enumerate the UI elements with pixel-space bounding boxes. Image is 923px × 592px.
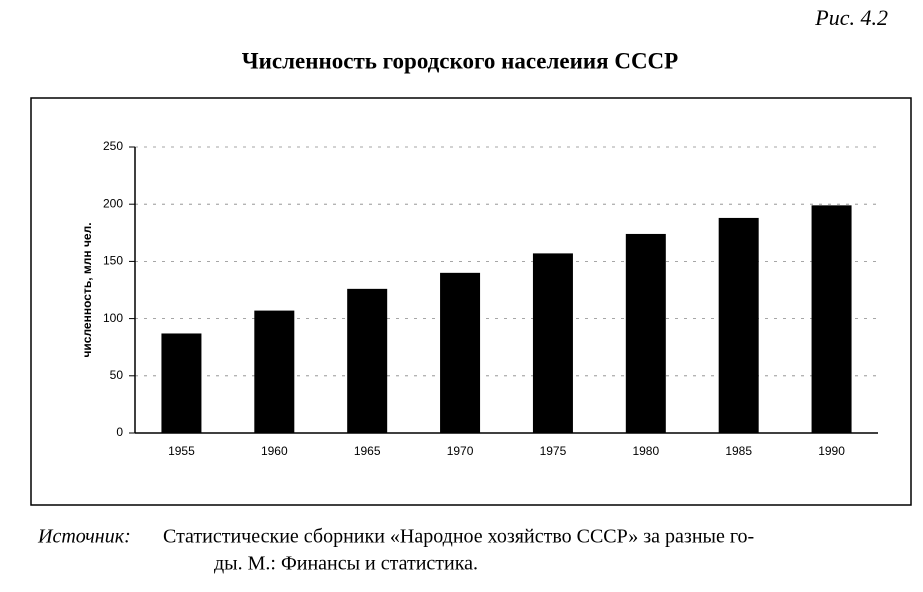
chart-title: Численность городского населеиия СССР xyxy=(242,48,678,73)
x-tick-label: 1980 xyxy=(632,444,659,458)
bar xyxy=(625,233,666,433)
x-tick-label: 1960 xyxy=(261,444,288,458)
y-tick-label: 100 xyxy=(103,311,123,325)
source-text: ды. М.: Финансы и статистика. xyxy=(214,553,478,575)
bar xyxy=(718,217,759,433)
y-tick-label: 250 xyxy=(103,139,123,153)
source-label: Источник: xyxy=(37,526,131,548)
figure-label: Рис. 4.2 xyxy=(814,5,888,30)
y-axis-label: численность, млн чел. xyxy=(80,222,94,357)
bar xyxy=(347,288,388,433)
source-text: Статистические сборники «Народное хозяйс… xyxy=(163,526,754,548)
y-tick-label: 150 xyxy=(103,254,123,268)
x-tick-label: 1965 xyxy=(354,444,381,458)
chart-frame xyxy=(30,97,912,506)
y-tick-label: 200 xyxy=(103,196,123,210)
bar xyxy=(440,272,481,433)
bar xyxy=(811,205,852,433)
y-tick-label: 0 xyxy=(116,425,123,439)
bar xyxy=(532,253,573,433)
x-tick-label: 1990 xyxy=(818,444,845,458)
x-tick-label: 1985 xyxy=(725,444,752,458)
x-tick-label: 1975 xyxy=(540,444,567,458)
bar xyxy=(161,333,202,433)
y-tick-label: 50 xyxy=(110,368,124,382)
bar xyxy=(254,310,295,433)
x-tick-label: 1955 xyxy=(168,444,195,458)
x-tick-label: 1970 xyxy=(447,444,474,458)
